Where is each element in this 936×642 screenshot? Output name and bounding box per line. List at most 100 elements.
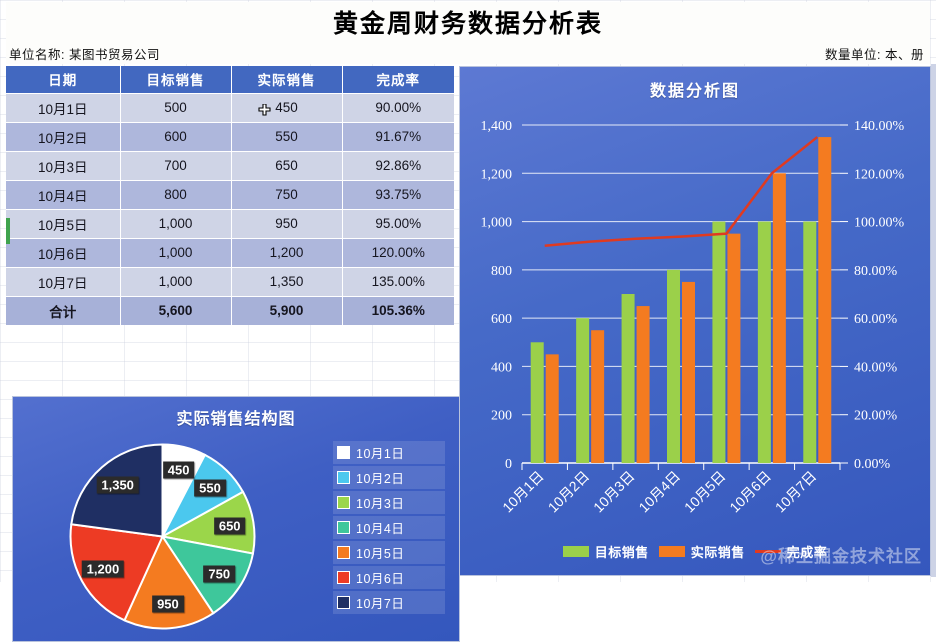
pie-legend-label: 10月1日 [356, 447, 405, 461]
cell-date[interactable]: 10月4日 [6, 180, 121, 210]
cell-date[interactable]: 10月3日 [6, 151, 121, 181]
cell-actual[interactable]: 1,350 [231, 267, 343, 297]
page-title: 黄金周财务数据分析表 [332, 9, 603, 38]
chart-bars [530, 137, 832, 464]
cell-actual[interactable]: 950 [231, 209, 343, 239]
bar-legend-item-rate[interactable]: 完成率 [754, 542, 828, 561]
cell-rate[interactable]: 91.67% [342, 122, 454, 152]
table-row[interactable]: 10月1日 500 450 90.00% [6, 93, 454, 123]
cell-target[interactable]: 1,000 [120, 267, 232, 297]
table-row[interactable]: 10月5日 1,000 950 95.00% [6, 209, 454, 239]
pie-legend-item[interactable]: 10月4日 [333, 516, 445, 539]
cell-rate[interactable]: 92.86% [342, 151, 454, 181]
pie-legend-item[interactable]: 10月6日 [333, 566, 445, 589]
table-row[interactable]: 10月3日 700 650 92.86% [6, 151, 454, 181]
cell-actual[interactable]: 1,200 [231, 238, 343, 268]
bar-target[interactable] [576, 318, 590, 463]
cell-target[interactable]: 700 [120, 151, 232, 181]
bar-actual[interactable] [772, 173, 786, 463]
cell-actual[interactable]: 450 [231, 93, 343, 123]
cell-target[interactable]: 500 [120, 93, 232, 123]
column-header-actual[interactable]: 实际销售 [231, 66, 343, 94]
cell-date[interactable]: 10月7日 [6, 267, 121, 297]
row-selection-marker [6, 218, 10, 244]
pie-legend-item[interactable]: 10月7日 [333, 591, 445, 614]
cell-target[interactable]: 800 [120, 180, 232, 210]
y-axis-tick-label: 1,400 [481, 119, 513, 134]
column-header-target[interactable]: 目标销售 [120, 66, 232, 94]
table-row[interactable]: 10月7日 1,000 1,350 135.00% [6, 267, 454, 297]
pie-data-label: 1,350 [96, 476, 139, 494]
pie-chart-panel[interactable]: 实际销售结构图 450 550 650 750 950 1,200 1,350 10月1日 … [12, 396, 460, 642]
quantity-unit-label: 数量单位: 本、册 [825, 47, 924, 62]
cell-actual[interactable]: 550 [231, 122, 343, 152]
sheet-right-edge [931, 64, 936, 577]
column-header-date[interactable]: 日期 [6, 66, 121, 94]
cell-total-rate[interactable]: 105.36% [342, 296, 454, 325]
pie-legend-item[interactable]: 10月5日 [333, 541, 445, 564]
cell-rate[interactable]: 93.75% [342, 180, 454, 210]
y-axis-tick-label: 1,000 [481, 216, 513, 231]
bar-legend-swatch-actual [658, 546, 685, 557]
pie-legend-swatch [337, 571, 350, 584]
table-row[interactable]: 10月4日 800 750 93.75% [6, 180, 454, 210]
cell-rate[interactable]: 135.00% [342, 267, 454, 297]
bar-actual[interactable] [545, 354, 559, 463]
pie-legend-swatch [337, 471, 350, 484]
bar-legend-item-actual[interactable]: 实际销售 [658, 542, 745, 561]
cell-rate[interactable]: 90.00% [342, 93, 454, 123]
y-axis-tick-label: 200 [491, 409, 512, 424]
bar-actual[interactable] [818, 137, 832, 464]
bar-legend-item-target[interactable]: 目标销售 [562, 542, 649, 561]
bar-chart-panel[interactable]: 数据分析图 0 200 400 600 800 1,000 1,200 1,400 0.00%… [459, 66, 931, 576]
bar-target[interactable] [757, 221, 771, 463]
cell-target[interactable]: 1,000 [120, 209, 232, 239]
bar-target[interactable] [712, 221, 726, 463]
pie-chart-legend: 10月1日 10月2日 10月3日 10月4日 10月5日 [333, 441, 445, 614]
cell-target[interactable]: 1,000 [120, 238, 232, 268]
y2-axis-tick-label: 140.00% [854, 119, 905, 134]
y-axis-left-ticks: 0 200 400 600 800 1,000 1,200 1,400 [481, 119, 513, 472]
pie-legend-item[interactable]: 10月2日 [333, 466, 445, 489]
bar-target[interactable] [621, 294, 635, 463]
bar-target[interactable] [530, 342, 544, 463]
pie-data-label: 650 [213, 517, 246, 535]
table-row[interactable]: 10月2日 600 550 91.67% [6, 122, 454, 152]
y2-axis-tick-label: 100.00% [854, 216, 905, 231]
cell-actual[interactable]: 650 [231, 151, 343, 181]
cell-date[interactable]: 10月1日 [6, 93, 121, 123]
column-header-rate[interactable]: 完成率 [342, 66, 454, 94]
rate-line[interactable] [544, 136, 819, 247]
cell-target[interactable]: 600 [120, 122, 232, 152]
cell-date[interactable]: 10月2日 [6, 122, 121, 152]
bar-actual[interactable] [682, 281, 695, 463]
cell-rate[interactable]: 120.00% [342, 238, 454, 268]
y2-axis-tick-label: 80.00% [854, 264, 898, 279]
bar-target[interactable] [803, 221, 817, 463]
cell-date[interactable]: 10月6日 [6, 238, 121, 268]
cell-date[interactable]: 10月5日 [6, 209, 121, 239]
pie-chart-title: 实际销售结构图 [176, 411, 296, 428]
cell-rate[interactable]: 95.00% [342, 209, 454, 239]
cell-total-actual[interactable]: 5,900 [231, 296, 343, 325]
y-axis-tick-label: 600 [491, 312, 512, 327]
bar-actual[interactable] [636, 306, 650, 463]
pie-legend-item[interactable]: 10月1日 [333, 441, 445, 464]
bar-chart-title: 数据分析图 [649, 83, 740, 100]
cell-total-target[interactable]: 5,600 [120, 296, 232, 325]
cell-actual[interactable]: 750 [231, 180, 343, 210]
bar-actual[interactable] [591, 330, 605, 463]
pie-legend-swatch [337, 546, 350, 559]
y2-axis-tick-label: 0.00% [854, 457, 891, 472]
bar-legend-swatch-rate [754, 550, 781, 553]
pie-legend-item[interactable]: 10月3日 [333, 491, 445, 514]
pie-legend-swatch [337, 596, 350, 609]
table-row[interactable]: 10月6日 1,000 1,200 120.00% [6, 238, 454, 268]
x-axis-tick-label: 10月4日 [635, 468, 683, 516]
bar-legend-label-target: 目标销售 [594, 545, 649, 560]
table-total-row[interactable]: 合计 5,600 5,900 105.36% [6, 296, 454, 325]
cell-total-label[interactable]: 合计 [6, 296, 121, 325]
bar-actual[interactable] [727, 233, 741, 463]
bar-target[interactable] [667, 269, 680, 463]
